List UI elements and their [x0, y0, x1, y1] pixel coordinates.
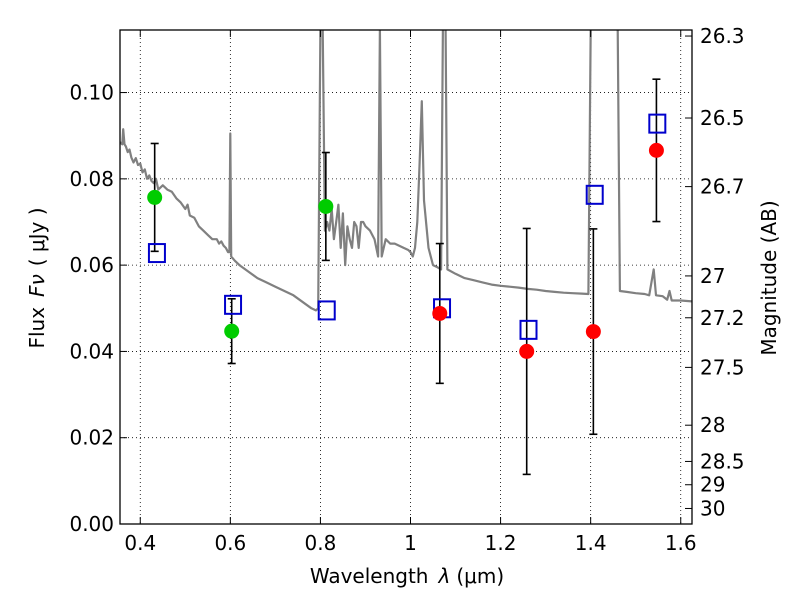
- y-axis-title: FluxFν( μJy ): [25, 207, 49, 348]
- detection-point: [318, 198, 334, 214]
- model-photometry-square: [147, 243, 166, 264]
- y2-tick-label: 27.5: [700, 355, 745, 379]
- x-tick-label: 1: [404, 531, 417, 555]
- y2-tick-label: 26.7: [700, 175, 745, 199]
- y2-axis-title: Magnitude (AB): [757, 200, 781, 355]
- y-tick-label: 0.02: [69, 426, 114, 450]
- x-tick-label: 0.8: [305, 531, 337, 555]
- y2-tick-label: 29: [700, 473, 725, 497]
- faint-point: [432, 305, 448, 321]
- y2-tick-label: 27: [700, 264, 725, 288]
- y-tick-label: 0.10: [69, 81, 114, 105]
- model-sed-line: [120, 30, 692, 312]
- detection-point: [147, 189, 163, 205]
- y-tick-label: 0.04: [69, 339, 114, 363]
- model-photometry-square: [648, 113, 667, 134]
- y-tick-label: 0.06: [69, 253, 114, 277]
- y2-tick-label: 27.2: [700, 306, 745, 330]
- y2-tick-label: 28.5: [700, 449, 745, 473]
- detection-point: [224, 323, 240, 339]
- faint-point: [648, 142, 664, 158]
- faint-point: [519, 343, 535, 359]
- model-photometry-square: [317, 300, 336, 321]
- x-tick-label: 0.4: [124, 531, 156, 555]
- y-tick-label: 0.08: [69, 167, 114, 191]
- x-tick-label: 0.6: [214, 531, 246, 555]
- model-photometry-square: [585, 184, 604, 205]
- y2-tick-label: 28: [700, 413, 725, 437]
- model-photometry-square: [224, 294, 243, 315]
- x-axis-title: Wavelength λ (μm): [310, 564, 504, 588]
- x-tick-label: 1.4: [575, 531, 607, 555]
- y2-tick-label: 26.5: [700, 106, 745, 130]
- x-tick-label: 1.2: [485, 531, 517, 555]
- y2-tick-label: 30: [700, 496, 725, 520]
- series-layer: [120, 30, 692, 476]
- y2-tick-label: 26.3: [700, 24, 745, 48]
- y-tick-label: 0.00: [69, 512, 114, 536]
- tick-layer: 0.4 0.6 0.8 1 1.2 1.4 1.6 0.00 0.02 0.04 0.06 0.08 0…: [69, 24, 744, 555]
- x-tick-label: 1.6: [665, 531, 697, 555]
- plot-area: [120, 30, 692, 476]
- plot-frame: [119, 29, 693, 525]
- model-photometry-square: [519, 319, 538, 340]
- faint-point: [585, 324, 601, 340]
